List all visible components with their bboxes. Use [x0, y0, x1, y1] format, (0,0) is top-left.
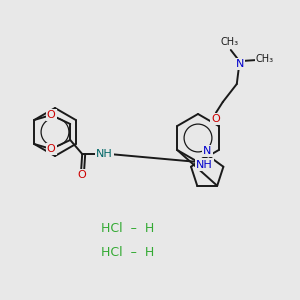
- Text: NH: NH: [196, 160, 213, 170]
- Text: NH: NH: [96, 149, 112, 159]
- Text: N: N: [203, 146, 212, 156]
- Text: CH₃: CH₃: [256, 54, 274, 64]
- Text: CH₃: CH₃: [221, 37, 239, 47]
- Text: O: O: [47, 144, 56, 154]
- Text: HCl  –  H: HCl – H: [101, 247, 154, 260]
- Text: O: O: [47, 110, 56, 120]
- Text: O: O: [212, 114, 220, 124]
- Text: N: N: [236, 59, 244, 69]
- Text: HCl  –  H: HCl – H: [101, 221, 154, 235]
- Text: O: O: [78, 170, 87, 180]
